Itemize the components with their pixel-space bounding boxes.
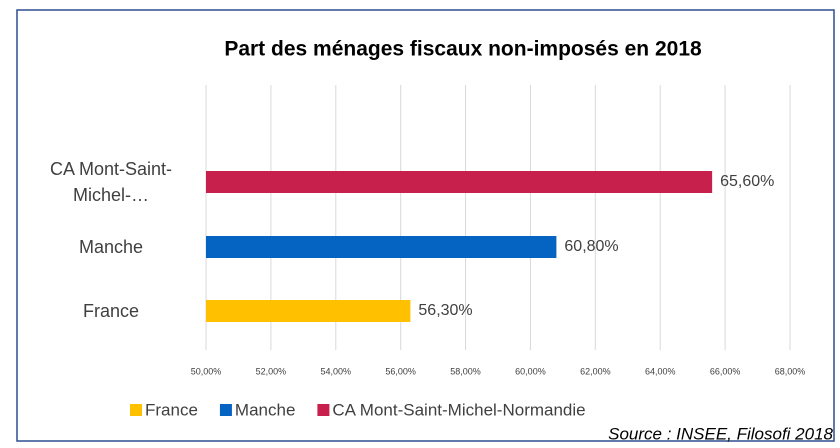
legend-swatch [317, 404, 330, 416]
x-tick-label: 64,00% [645, 366, 676, 376]
bar [206, 300, 411, 322]
x-tick-label: 58,00% [450, 366, 481, 376]
x-tick-label: 50,00% [191, 366, 222, 376]
data-label: 56,30% [418, 302, 472, 319]
y-tick-label: CA Mont-Saint-Michel-… [49, 159, 173, 205]
legend-label: CA Mont-Saint-Michel-Normandie [332, 400, 585, 419]
legend-swatch [130, 404, 142, 416]
data-label: 60,80% [564, 238, 618, 255]
chart-border [16, 9, 835, 442]
legend-swatch [219, 404, 232, 416]
bar [206, 171, 713, 193]
legend-label: Manche [235, 400, 295, 419]
y-tick-label: France [82, 301, 140, 321]
chart-title: Part des ménages fiscaux non-imposés en … [224, 38, 702, 61]
x-tick-label: 54,00% [321, 366, 352, 376]
legend-label: France [145, 400, 198, 419]
data-label: 65,60% [720, 173, 774, 190]
bar [206, 236, 557, 258]
x-tick-label: 66,00% [710, 366, 741, 376]
x-tick-label: 60,00% [515, 366, 546, 376]
source: Source : INSEE, Filosofi 2018 [608, 424, 833, 443]
x-tick-label: 62,00% [580, 366, 611, 376]
x-tick-label: 56,00% [385, 366, 416, 376]
y-tick-label: Manche [78, 237, 144, 257]
x-tick-label: 52,00% [256, 366, 287, 376]
x-tick-label: 68,00% [775, 366, 806, 376]
